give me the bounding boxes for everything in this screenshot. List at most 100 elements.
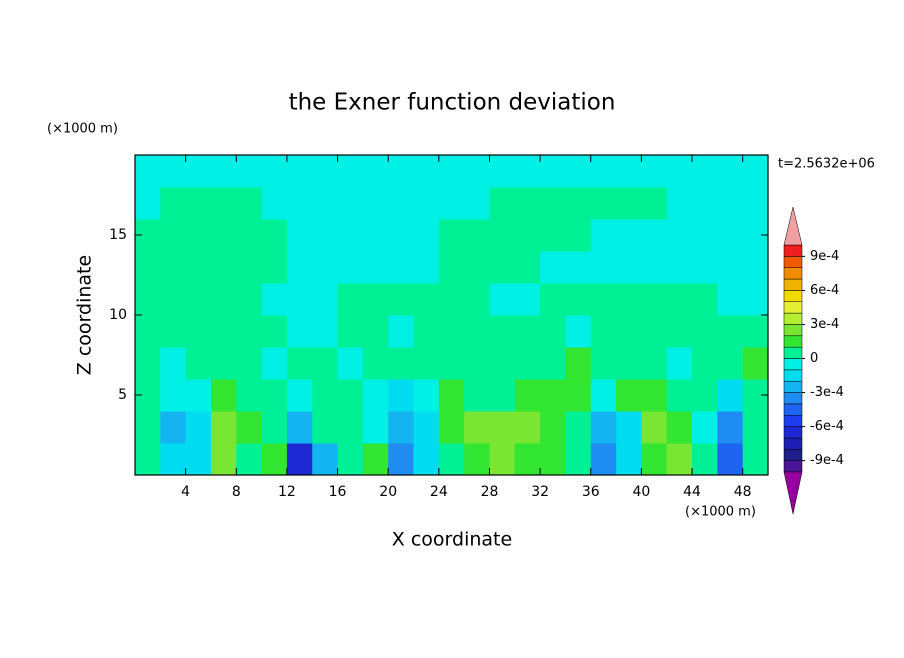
contour-cell — [388, 187, 415, 220]
contour-cell — [236, 379, 263, 412]
contour-cell — [413, 411, 440, 444]
contour-cell — [261, 155, 288, 188]
contour-cell — [514, 443, 541, 476]
contour-cell — [666, 315, 693, 348]
contour-cell — [616, 155, 642, 188]
colorbar-under — [783, 471, 803, 515]
contour-cell — [388, 379, 415, 412]
contour-cell — [489, 379, 516, 412]
contour-cell — [666, 411, 693, 444]
colorbar-bin — [783, 301, 803, 314]
contour-cell — [337, 283, 364, 316]
contour-cell — [236, 315, 263, 348]
colorbar-bin — [783, 380, 803, 393]
contour-cell — [312, 219, 339, 252]
contour-cell — [160, 219, 187, 252]
x-tick-label: 32 — [531, 484, 549, 500]
contour-cell — [692, 315, 718, 348]
contour-cell — [540, 283, 566, 316]
contour-cell — [692, 411, 718, 444]
contour-cell — [641, 347, 668, 380]
contour-cell — [565, 283, 592, 316]
contour-cell — [717, 443, 744, 476]
contour-cell — [160, 411, 187, 444]
chart-title: the Exner function deviation — [289, 90, 616, 116]
contour-cell — [362, 379, 389, 412]
contour-cell — [742, 187, 769, 220]
colorbar-bin — [783, 324, 803, 337]
colorbar-over — [783, 206, 803, 246]
contour-cell — [337, 347, 364, 380]
contour-cell — [464, 379, 490, 412]
contour-cell — [438, 315, 465, 348]
contour-cell — [210, 155, 237, 188]
colorbar-bin — [783, 267, 803, 280]
contour-cell — [514, 379, 541, 412]
contour-cell — [388, 347, 415, 380]
contour-cell — [160, 443, 187, 476]
contour-cell — [565, 187, 592, 220]
contour-cell — [514, 411, 541, 444]
contour-cell — [135, 251, 161, 284]
contour-cell — [464, 155, 490, 188]
contour-cell — [692, 347, 718, 380]
contour-cell — [160, 283, 187, 316]
contour-cell — [565, 315, 592, 348]
contour-cell — [489, 187, 516, 220]
x-tick-label: 44 — [683, 484, 701, 500]
contour-cell — [666, 155, 693, 188]
colorbar-bin — [783, 392, 803, 405]
contour-cell — [692, 155, 718, 188]
y-tick-label: 15 — [109, 227, 127, 243]
contour-cell — [286, 187, 313, 220]
contour-cell — [185, 283, 212, 316]
contour-cell — [185, 251, 212, 284]
contour-cell — [261, 411, 288, 444]
annotation: t=2.5632e+06 — [778, 157, 875, 172]
contour-cell — [337, 251, 364, 284]
contour-cell — [388, 411, 415, 444]
contour-cell — [438, 155, 465, 188]
contour-cell — [362, 443, 389, 476]
contour-cell — [540, 251, 566, 284]
contour-cell — [565, 155, 592, 188]
contour-cell — [337, 187, 364, 220]
colorbar-bin — [783, 335, 803, 348]
colorbar-bin — [783, 346, 803, 359]
contour-cell — [388, 251, 415, 284]
contour-cell — [540, 443, 566, 476]
contour-cell — [135, 347, 161, 380]
x-tick-label: 36 — [582, 484, 600, 500]
contour-cell — [236, 411, 263, 444]
contour-cell — [185, 347, 212, 380]
contour-cell — [540, 379, 566, 412]
contour-cell — [286, 347, 313, 380]
contour-cell — [540, 219, 566, 252]
contour-cell — [489, 219, 516, 252]
contour-cell — [489, 347, 516, 380]
colorbar-bin — [783, 460, 803, 473]
contour-cell — [464, 443, 490, 476]
contour-cell — [692, 187, 718, 220]
contour-cell — [438, 219, 465, 252]
contour-cell — [641, 251, 668, 284]
contour-cell — [616, 219, 642, 252]
contour-cell — [312, 347, 339, 380]
contour-cell — [388, 219, 415, 252]
contour-cell — [514, 283, 541, 316]
contour-cell — [540, 315, 566, 348]
contour-cell — [362, 315, 389, 348]
contour-cell — [438, 283, 465, 316]
contour-cell — [236, 347, 263, 380]
contour-cell — [692, 379, 718, 412]
contour-cell — [362, 187, 389, 220]
contour-cell — [135, 187, 161, 220]
contour-cell — [135, 411, 161, 444]
x-tick-label: 24 — [430, 484, 448, 500]
contour-cell — [464, 315, 490, 348]
contour-cell — [565, 219, 592, 252]
contour-cell — [185, 187, 212, 220]
contour-cell — [286, 219, 313, 252]
contour-cell — [185, 411, 212, 444]
